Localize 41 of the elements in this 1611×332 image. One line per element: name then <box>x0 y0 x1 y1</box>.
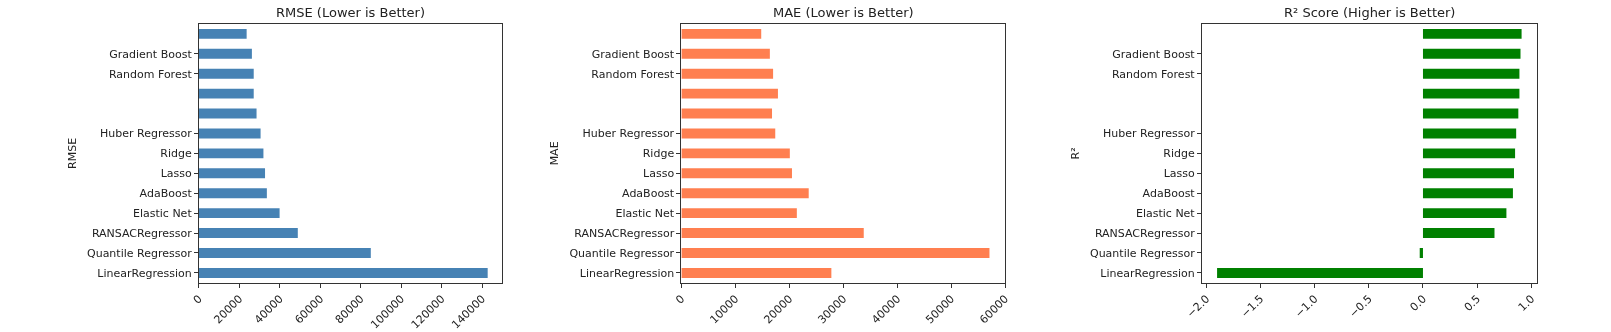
y-tick-label: Random Forest <box>108 67 193 81</box>
y-tick-label: Gradient Boost <box>591 47 675 61</box>
y-tick-label: Lasso <box>160 167 192 181</box>
y-tick-label: Gradient Boost <box>109 47 193 61</box>
y-tick-label: Ridge <box>160 147 192 161</box>
y-tick-label: Elastic Net <box>1136 206 1196 220</box>
y-tick-label: AdaBoost <box>622 187 675 201</box>
y-tick-label: Quantile Regressor <box>87 246 193 260</box>
chart-title: RMSE (Lower is Better) <box>276 5 426 20</box>
y-tick-label: Ridge <box>642 147 675 161</box>
y-tick-label: AdaBoost <box>139 187 193 201</box>
x-tick-label: 0 <box>673 292 688 307</box>
y-tick-label: Gradient Boost <box>1112 47 1196 61</box>
y-tick-label: Quantile Regressor <box>1090 246 1196 260</box>
y-tick-label: Lasso <box>1163 167 1195 181</box>
y-tick-label: Huber Regressor <box>582 127 675 141</box>
y-tick-label: Huber Regressor <box>100 127 193 141</box>
y-axis-title: MAE <box>548 141 562 166</box>
y-tick-label: AdaBoost <box>1142 187 1196 201</box>
chart-title: R² Score (Higher is Better) <box>1284 5 1456 20</box>
y-tick-label: Ridge <box>1163 147 1195 161</box>
y-tick-label: RANSACRegressor <box>91 226 193 240</box>
x-tick-label: 1.0 <box>1515 292 1538 314</box>
x-tick-label: 0.0 <box>1407 292 1429 314</box>
x-tick-label: 0 <box>190 292 205 307</box>
y-tick-label: LinearRegression <box>579 266 675 280</box>
y-tick-label: Lasso <box>643 167 675 181</box>
y-tick-label: Huber Regressor <box>1103 127 1196 141</box>
y-tick-label: Elastic Net <box>133 206 193 220</box>
y-tick-label: RANSACRegressor <box>574 226 675 240</box>
x-tick-label: 0.5 <box>1461 292 1484 314</box>
y-tick-label: RANSACRegressor <box>1094 226 1196 240</box>
y-tick-label: Elastic Net <box>615 206 675 220</box>
y-tick-label: Quantile Regressor <box>569 246 675 260</box>
y-tick-label: Random Forest <box>591 67 675 81</box>
chart-title: MAE (Lower is Better) <box>773 5 914 20</box>
y-axis-title: R² <box>1068 147 1082 160</box>
y-tick-label: Random Forest <box>1111 67 1196 81</box>
y-tick-label: LinearRegression <box>97 266 192 280</box>
y-axis-title: RMSE <box>65 137 79 169</box>
y-tick-label: LinearRegression <box>1100 266 1195 280</box>
